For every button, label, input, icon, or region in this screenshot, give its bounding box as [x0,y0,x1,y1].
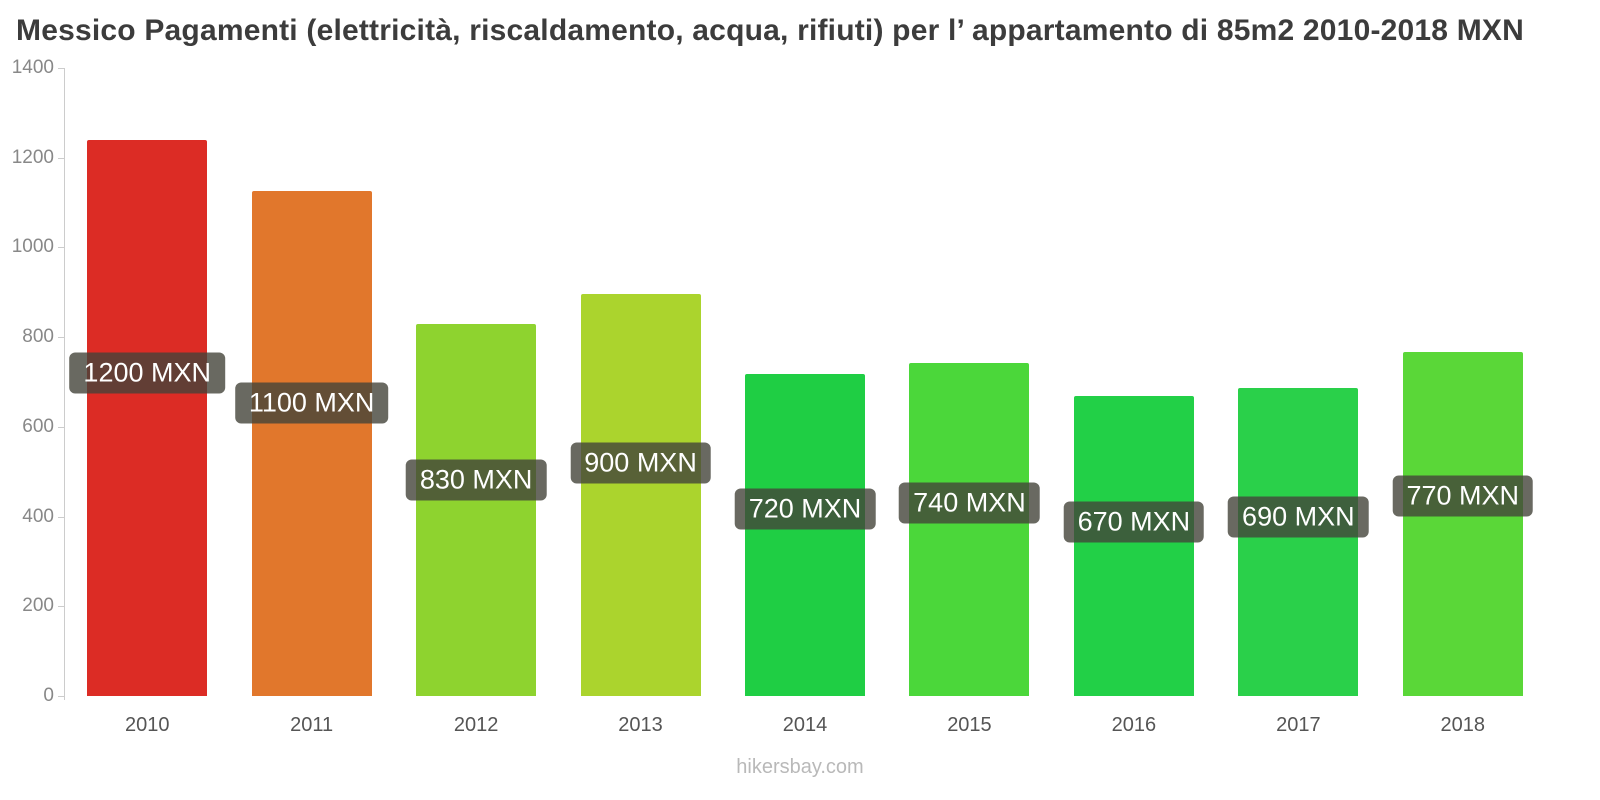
bar-2017 [1238,387,1359,696]
watermark-text: hikersbay.com [736,756,864,778]
bar-value-label-2018: 770 MXN [1392,475,1534,517]
bar-value-label-2012: 830 MXN [405,459,547,501]
y-axis-tick-mark [58,68,65,69]
y-axis-tick-mark [58,157,65,159]
x-axis-label-2012: 2012 [453,714,499,736]
y-axis-tick-label: 400 [22,505,54,527]
bar-value-label-2014: 720 MXN [734,488,876,530]
bar-value-label-2017: 690 MXN [1228,496,1369,538]
y-axis-line [64,68,65,700]
x-axis-label-2016: 2016 [1111,714,1157,736]
bar-value-label-2010: 1200 MXN [69,352,226,394]
bar-2010 [87,139,208,696]
bar-2013 [580,294,701,696]
y-axis-tick-mark [58,606,65,608]
y-axis-tick-mark [58,426,65,428]
bar-2015 [909,363,1030,696]
x-axis-label-2013: 2013 [618,714,663,736]
bar-2012 [416,324,537,696]
bar-value-label-2016: 670 MXN [1063,501,1205,543]
x-axis-label-2010: 2010 [124,714,170,736]
x-axis-label-2017: 2017 [1276,714,1321,736]
bar-2016 [1073,395,1194,696]
bar-2014 [745,373,865,696]
x-axis-label-2015: 2015 [947,714,992,736]
x-axis-label-2018: 2018 [1440,714,1486,736]
x-axis-label-2014: 2014 [782,714,828,736]
y-axis-tick-label: 600 [22,415,54,437]
y-axis-tick-label: 0 [43,685,54,706]
x-axis-label-2011: 2011 [290,714,334,736]
y-axis-tick-mark [58,516,65,518]
y-axis-tick-label: 1000 [11,236,54,258]
bar-value-label-2015: 740 MXN [899,482,1040,524]
y-axis-tick-label: 1400 [11,57,54,78]
y-axis-tick-mark [58,337,65,339]
y-axis-tick-label: 200 [22,595,54,617]
y-axis-tick-mark [58,696,65,697]
bar-value-label-2013: 900 MXN [570,442,711,484]
bar-2018 [1402,351,1523,696]
y-axis-tick-label: 800 [22,326,54,348]
chart-title: Messico Pagamenti (elettricità, riscalda… [16,14,1524,47]
y-axis-tick-mark [58,247,65,249]
bar-value-label-2011: 1100 MXN [234,382,389,424]
y-axis-tick-label: 1200 [11,146,54,168]
bar-2011 [251,191,372,696]
